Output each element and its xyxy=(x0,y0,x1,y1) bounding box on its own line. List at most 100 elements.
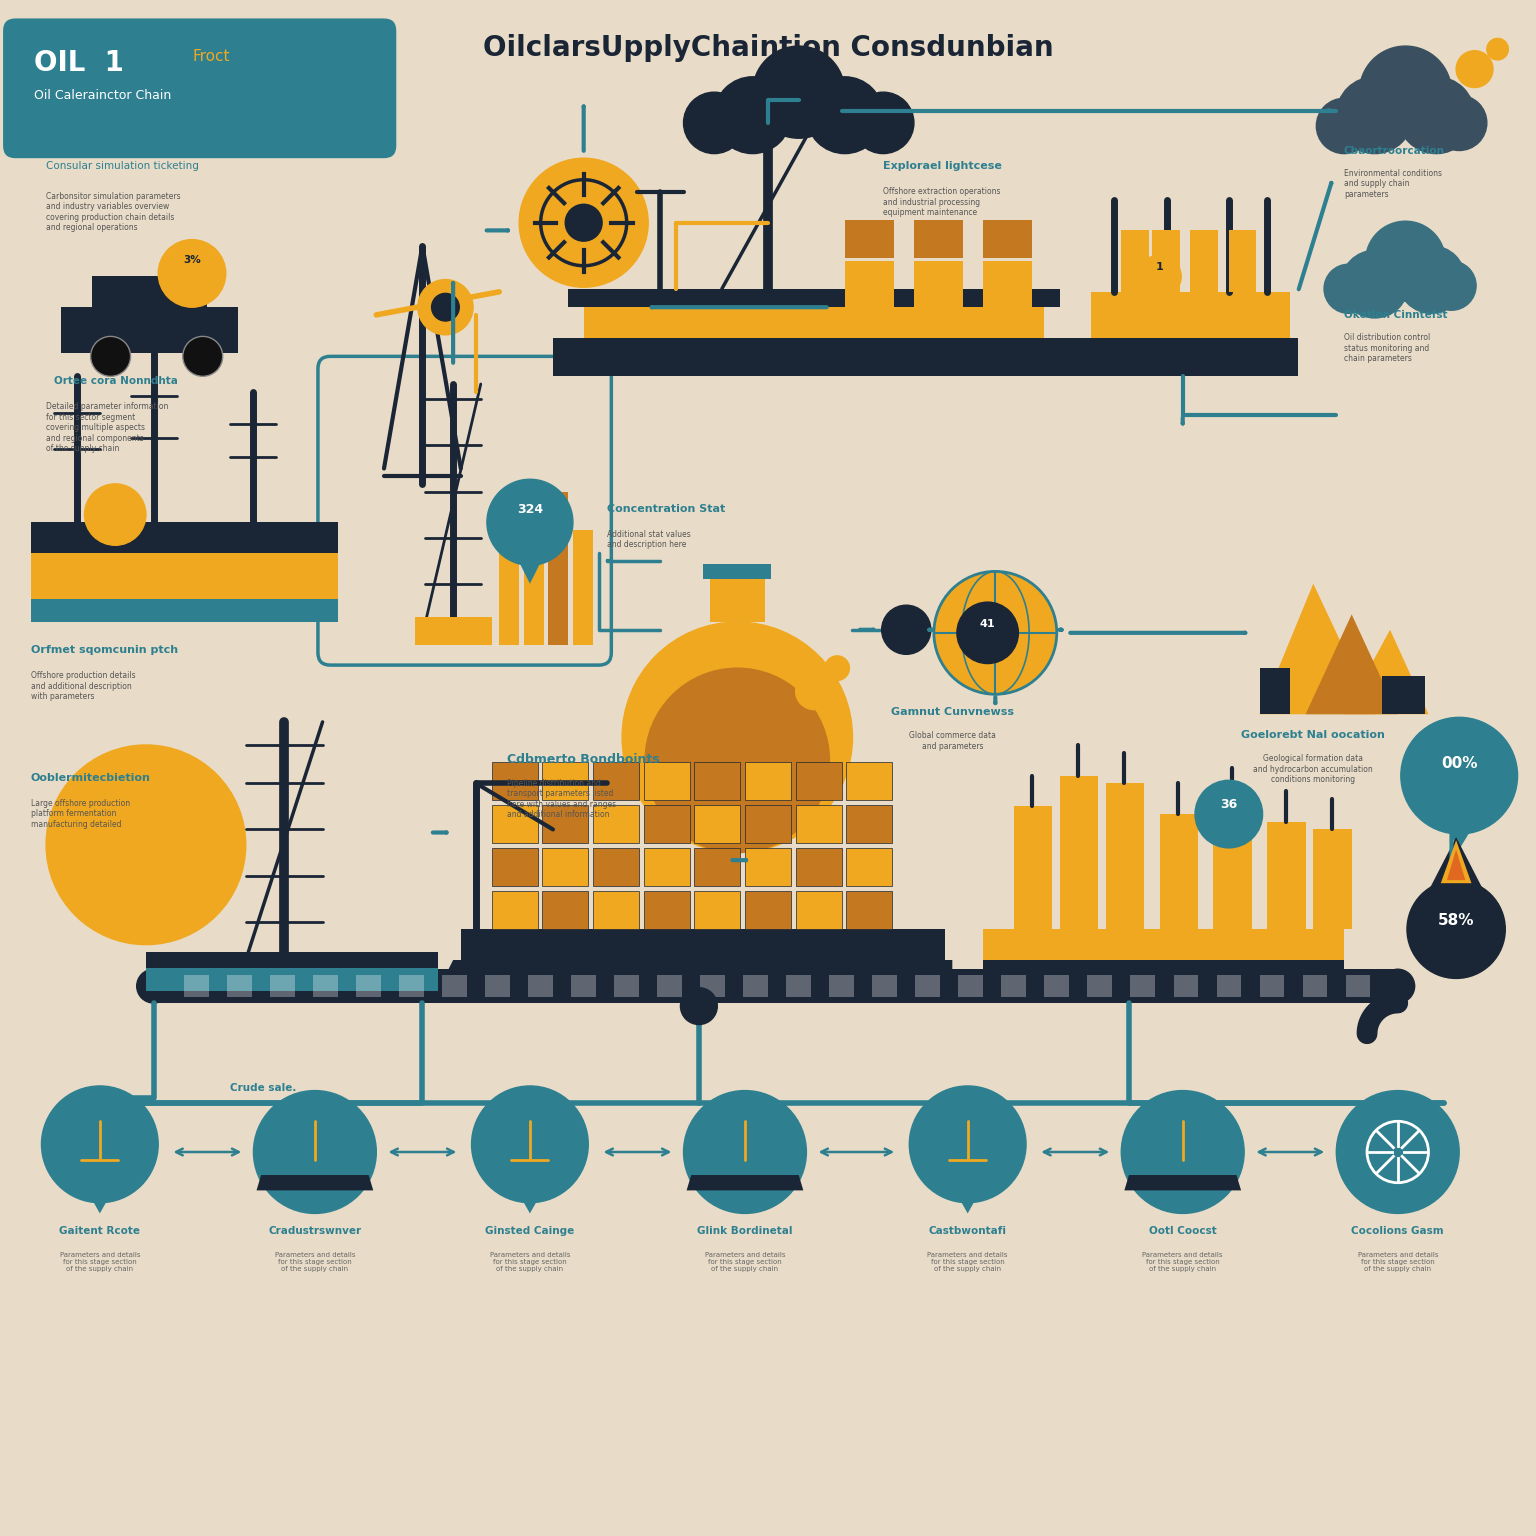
Text: Ootl Coocst: Ootl Coocst xyxy=(1149,1226,1217,1236)
Bar xyxy=(694,762,740,800)
Circle shape xyxy=(684,92,745,154)
Polygon shape xyxy=(1447,849,1465,880)
Bar xyxy=(745,762,791,800)
Bar xyxy=(743,975,768,997)
Circle shape xyxy=(1359,46,1452,138)
Polygon shape xyxy=(146,952,438,971)
Circle shape xyxy=(925,1106,1011,1192)
Text: Parameters and details
for this stage section
of the supply chain: Parameters and details for this stage se… xyxy=(275,1252,355,1272)
Bar xyxy=(492,891,538,929)
Text: Parameters and details
for this stage section
of the supply chain: Parameters and details for this stage se… xyxy=(1358,1252,1438,1272)
Text: OIL  1: OIL 1 xyxy=(34,49,124,77)
Polygon shape xyxy=(1441,840,1471,883)
Circle shape xyxy=(84,484,146,545)
Bar xyxy=(593,762,639,800)
Circle shape xyxy=(1138,255,1181,298)
Circle shape xyxy=(418,280,473,335)
Bar xyxy=(846,805,892,843)
Bar xyxy=(796,848,842,886)
Circle shape xyxy=(1401,717,1518,834)
Polygon shape xyxy=(1091,292,1290,338)
Bar xyxy=(745,848,791,886)
Polygon shape xyxy=(553,338,1075,376)
Text: Concentration Stat: Concentration Stat xyxy=(607,504,725,515)
Bar xyxy=(644,891,690,929)
Bar xyxy=(492,762,538,800)
Text: Ginsted Cainge: Ginsted Cainge xyxy=(485,1226,574,1236)
Circle shape xyxy=(1341,250,1409,318)
Bar xyxy=(313,975,338,997)
Text: Parameters and details
for this stage section
of the supply chain: Parameters and details for this stage se… xyxy=(928,1252,1008,1272)
Bar xyxy=(548,492,568,645)
Circle shape xyxy=(565,204,602,241)
Circle shape xyxy=(253,1091,376,1213)
Polygon shape xyxy=(31,553,338,599)
Circle shape xyxy=(852,92,914,154)
Bar xyxy=(485,975,510,997)
Polygon shape xyxy=(502,1164,558,1213)
FancyBboxPatch shape xyxy=(3,18,396,158)
Bar xyxy=(184,975,209,997)
Circle shape xyxy=(91,336,131,376)
Polygon shape xyxy=(1382,676,1425,714)
Polygon shape xyxy=(31,599,338,622)
Polygon shape xyxy=(568,289,1060,307)
Bar xyxy=(1229,230,1256,292)
Bar xyxy=(528,975,553,997)
Polygon shape xyxy=(61,307,238,353)
Bar xyxy=(1303,975,1327,997)
Bar xyxy=(399,975,424,997)
Text: Crude sale.: Crude sale. xyxy=(230,1083,296,1094)
Bar xyxy=(983,261,1032,307)
Bar xyxy=(1121,230,1149,292)
Bar xyxy=(492,848,538,886)
Bar xyxy=(492,805,538,843)
Text: Detailed parameter information
for this sector segment
covering multiple aspects: Detailed parameter information for this … xyxy=(46,402,169,453)
Bar xyxy=(1346,975,1370,997)
Polygon shape xyxy=(1068,338,1298,376)
Text: Cbaortroorcation: Cbaortroorcation xyxy=(1344,146,1445,157)
Bar xyxy=(700,975,725,997)
Polygon shape xyxy=(92,276,207,307)
Text: Okotion Cinntefst: Okotion Cinntefst xyxy=(1344,310,1447,321)
Bar xyxy=(573,530,593,645)
Polygon shape xyxy=(1260,668,1290,714)
Bar xyxy=(542,848,588,886)
Polygon shape xyxy=(257,1175,373,1190)
Bar xyxy=(846,848,892,886)
Text: Oil distribution control
status monitoring and
chain parameters: Oil distribution control status monitori… xyxy=(1344,333,1430,362)
Polygon shape xyxy=(31,522,338,553)
Circle shape xyxy=(1432,95,1487,151)
Bar xyxy=(846,891,892,929)
Text: Offshore extraction operations
and industrial processing
equipment maintenance: Offshore extraction operations and indus… xyxy=(883,187,1000,217)
Circle shape xyxy=(957,602,1018,664)
Text: 324: 324 xyxy=(516,504,544,516)
Circle shape xyxy=(1195,780,1263,848)
Polygon shape xyxy=(438,960,952,991)
Bar xyxy=(644,805,690,843)
Text: Ortee cora Nonndhta: Ortee cora Nonndhta xyxy=(54,376,178,387)
Circle shape xyxy=(472,1086,588,1203)
Text: Froct: Froct xyxy=(192,49,229,65)
Bar xyxy=(694,848,740,886)
Circle shape xyxy=(1487,38,1508,60)
Circle shape xyxy=(1336,1091,1459,1213)
Bar xyxy=(1174,975,1198,997)
Circle shape xyxy=(1324,264,1373,313)
Text: 36: 36 xyxy=(1220,799,1238,811)
Circle shape xyxy=(1456,51,1493,88)
Bar xyxy=(593,805,639,843)
Circle shape xyxy=(684,1091,806,1213)
Circle shape xyxy=(183,336,223,376)
Bar xyxy=(356,975,381,997)
Text: 41: 41 xyxy=(980,619,995,628)
Circle shape xyxy=(46,745,246,945)
Polygon shape xyxy=(710,576,765,622)
Bar xyxy=(1001,975,1026,997)
Polygon shape xyxy=(507,538,553,584)
Text: Cdbmerto Bondboints: Cdbmerto Bondboints xyxy=(507,753,659,765)
Bar xyxy=(745,891,791,929)
Bar xyxy=(1087,975,1112,997)
Text: Geological formation data
and hydrocarbon accumulation
conditions monitoring: Geological formation data and hydrocarbo… xyxy=(1253,754,1373,783)
Circle shape xyxy=(825,656,849,680)
